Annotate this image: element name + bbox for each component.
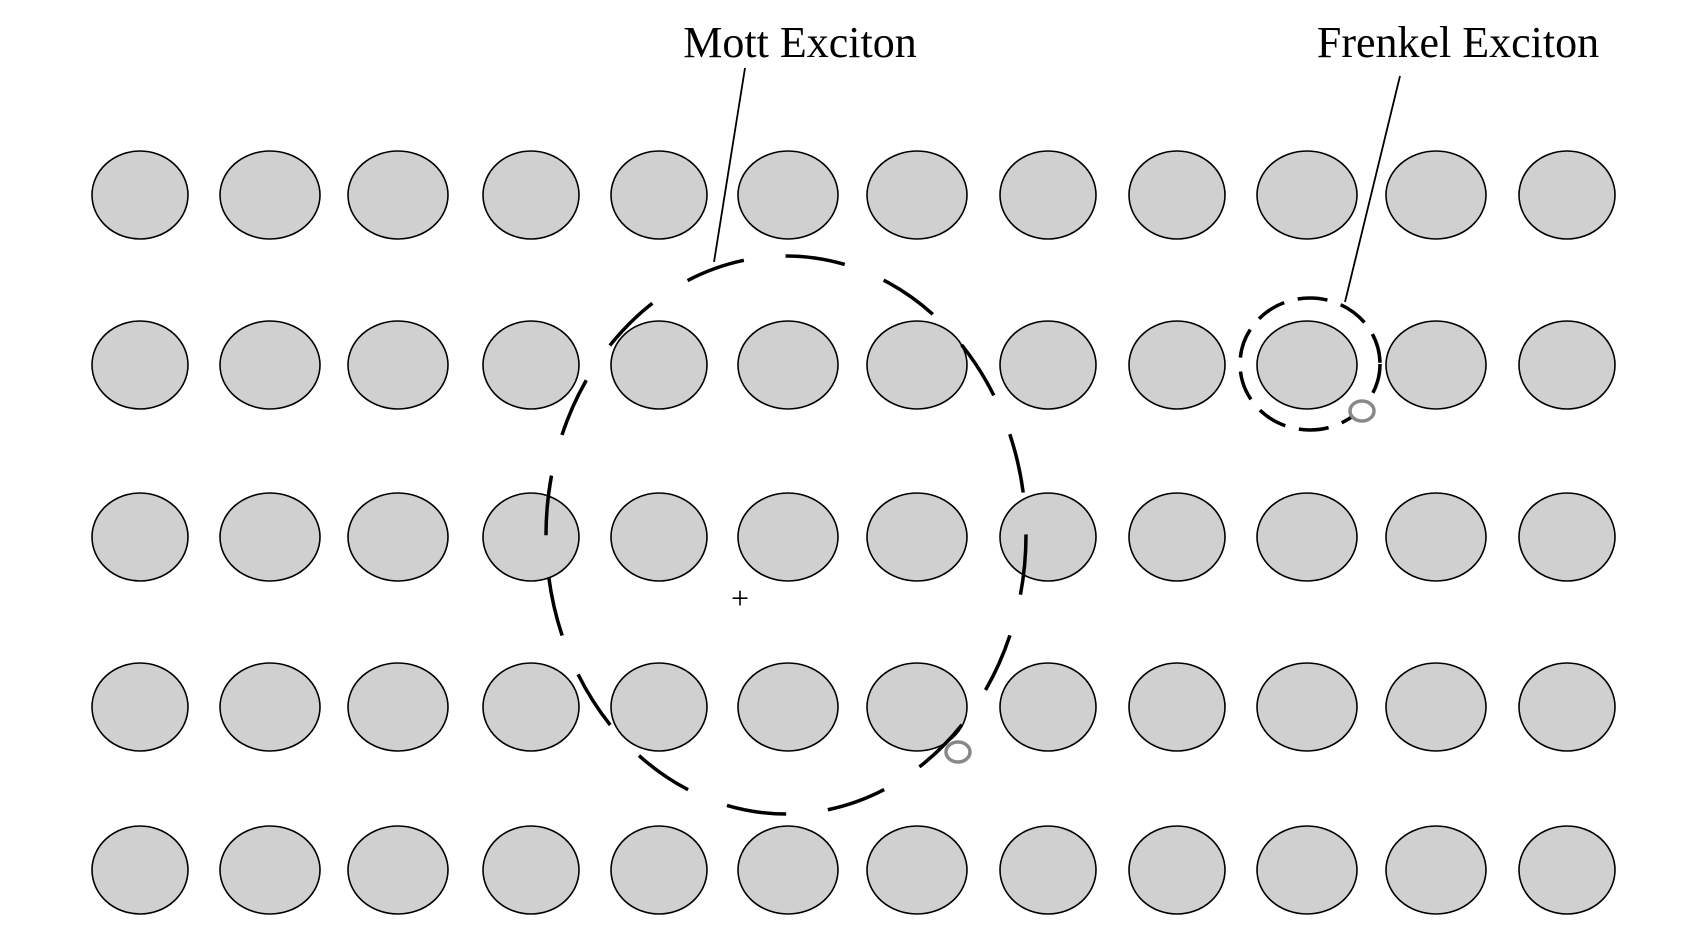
mott-leader-line: [713, 67, 746, 263]
lattice-atom: [1518, 492, 1616, 582]
lattice-atom: [1128, 662, 1226, 752]
lattice-atom: [482, 662, 580, 752]
frenkel-leader-line: [1344, 75, 1401, 303]
hole-marker: +: [731, 580, 749, 616]
lattice: [91, 150, 1616, 915]
lattice-atom: [610, 662, 708, 752]
lattice-atom: [999, 662, 1097, 752]
lattice-atom: [219, 492, 321, 582]
lattice-atom: [91, 492, 189, 582]
lattice-atom: [1385, 320, 1487, 410]
lattice-atom: [1256, 320, 1358, 410]
frenkel-orbit: [1238, 296, 1382, 432]
mott-orbit: [544, 254, 1028, 816]
lattice-atom: [737, 150, 839, 240]
lattice-atom: [1256, 492, 1358, 582]
lattice-atom: [347, 825, 449, 915]
lattice-atom: [737, 492, 839, 582]
lattice-atom: [347, 492, 449, 582]
lattice-atom: [347, 320, 449, 410]
mott-exciton-label: Mott Exciton: [683, 18, 916, 67]
lattice-atom: [1256, 662, 1358, 752]
lattice-atom: [1128, 492, 1226, 582]
mott-orbit-ellipse: [544, 254, 1028, 816]
lattice-atom: [1385, 492, 1487, 582]
lattice-atom: [737, 320, 839, 410]
lattice-atom: [1128, 150, 1226, 240]
lattice-atom: [1518, 662, 1616, 752]
lattice-atom: [1128, 320, 1226, 410]
lattice-atom: [219, 825, 321, 915]
lattice-atom: [347, 150, 449, 240]
lattice-atom: [219, 320, 321, 410]
frenkel-orbit-ellipse: [1238, 296, 1382, 432]
lattice-atom: [91, 150, 189, 240]
lattice-atom: [1385, 825, 1487, 915]
lattice-atom: [999, 825, 1097, 915]
lattice-atom: [866, 320, 968, 410]
lattice-atom: [347, 662, 449, 752]
lattice-atom: [1518, 320, 1616, 410]
lattice-atom: [610, 825, 708, 915]
lattice-atom: [610, 150, 708, 240]
lattice-atom: [999, 150, 1097, 240]
lattice-atom: [999, 320, 1097, 410]
lattice-atom: [737, 825, 839, 915]
lattice-atom: [866, 150, 968, 240]
lattice-atom: [737, 662, 839, 752]
lattice-atom: [866, 825, 968, 915]
lattice-atom: [999, 492, 1097, 582]
lattice-atom: [1385, 662, 1487, 752]
lattice-atom: [482, 492, 580, 582]
lattice-atom: [1256, 825, 1358, 915]
lattice-atom: [91, 662, 189, 752]
lattice-atom: [610, 320, 708, 410]
lattice-atom: [1518, 150, 1616, 240]
lattice-atom: [866, 662, 968, 752]
lattice-atom: [91, 825, 189, 915]
lattice-atom: [91, 320, 189, 410]
lattice-atom: [610, 492, 708, 582]
lattice-atom: [482, 320, 580, 410]
lattice-atom: [219, 150, 321, 240]
lattice-atom: [219, 662, 321, 752]
lattice-atom: [1385, 150, 1487, 240]
lattice-atom: [482, 150, 580, 240]
lattice-atom: [1128, 825, 1226, 915]
frenkel-electron: [1348, 399, 1376, 423]
lattice-atom: [866, 492, 968, 582]
lattice-atom: [482, 825, 580, 915]
lattice-atom: [1518, 825, 1616, 915]
frenkel-exciton-label: Frenkel Exciton: [1317, 18, 1599, 67]
mott-electron: [944, 740, 972, 764]
lattice-atom: [1256, 150, 1358, 240]
